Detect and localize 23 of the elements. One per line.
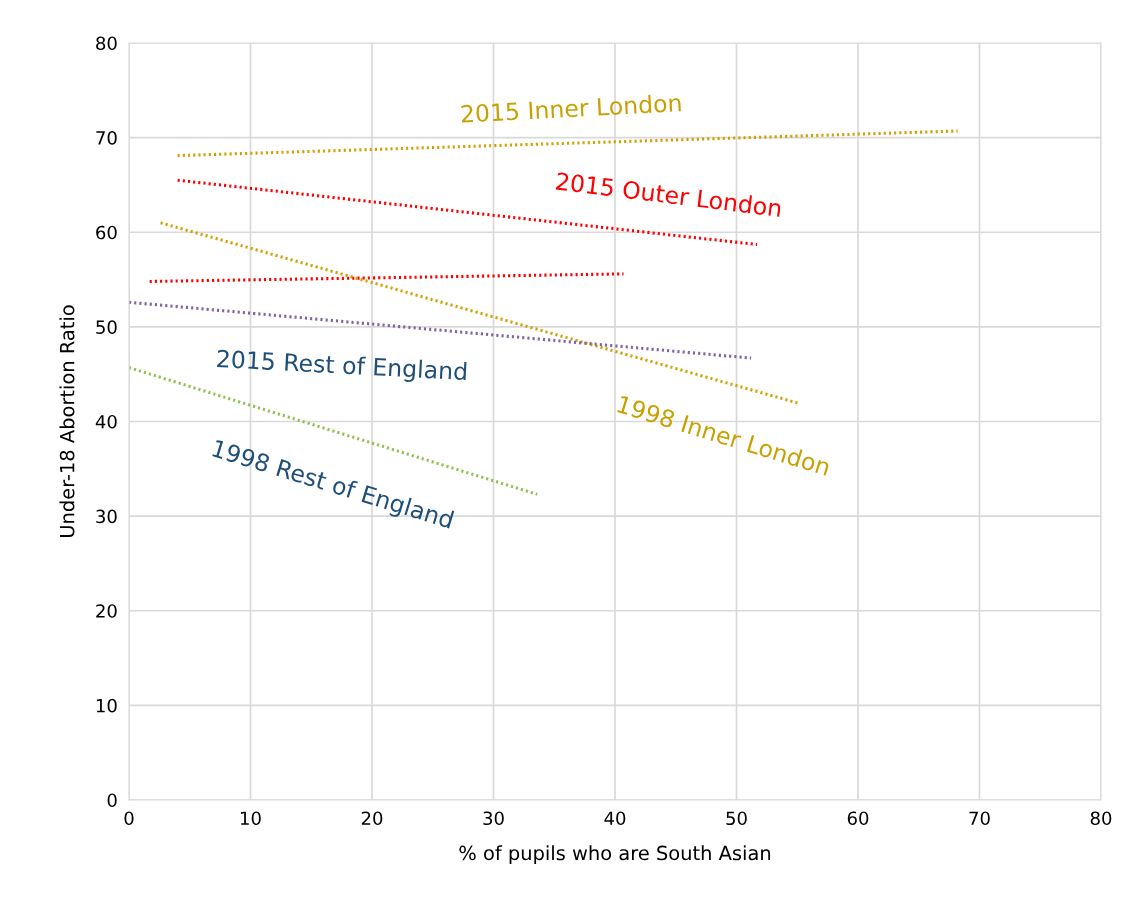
y-tick-label: 0	[107, 793, 117, 808]
x-tick-label: 50	[726, 811, 747, 826]
x-tick-label: 70	[969, 811, 990, 826]
annotation: 2015 Rest of England	[216, 349, 467, 385]
y-tick-label: 70	[96, 131, 117, 145]
x-tick-label: 20	[361, 811, 383, 826]
y-axis-title: Under-18 Abortion Ratio	[59, 305, 75, 538]
y-tick-label: 50	[96, 320, 117, 334]
y-tick-label: 80	[96, 36, 117, 51]
y-tick-label: 10	[96, 698, 117, 713]
y-tick-label: 20	[96, 604, 117, 618]
x-tick-label: 60	[847, 811, 869, 826]
annotation: 2015 Outer London	[555, 171, 782, 218]
annotation: 2015 Inner London	[461, 93, 681, 123]
y-tick-label: 30	[96, 509, 117, 524]
x-tick-label: 80	[1090, 811, 1112, 826]
x-tick-label: 30	[483, 811, 504, 826]
x-tick-label: 40	[604, 811, 626, 826]
x-tick-label: 0	[124, 811, 134, 826]
y-tick-label: 60	[96, 225, 117, 240]
x-tick-label: 10	[241, 811, 261, 826]
x-axis-title: % of pupils who are South Asian	[459, 845, 771, 865]
y-tick-label: 40	[95, 414, 117, 429]
